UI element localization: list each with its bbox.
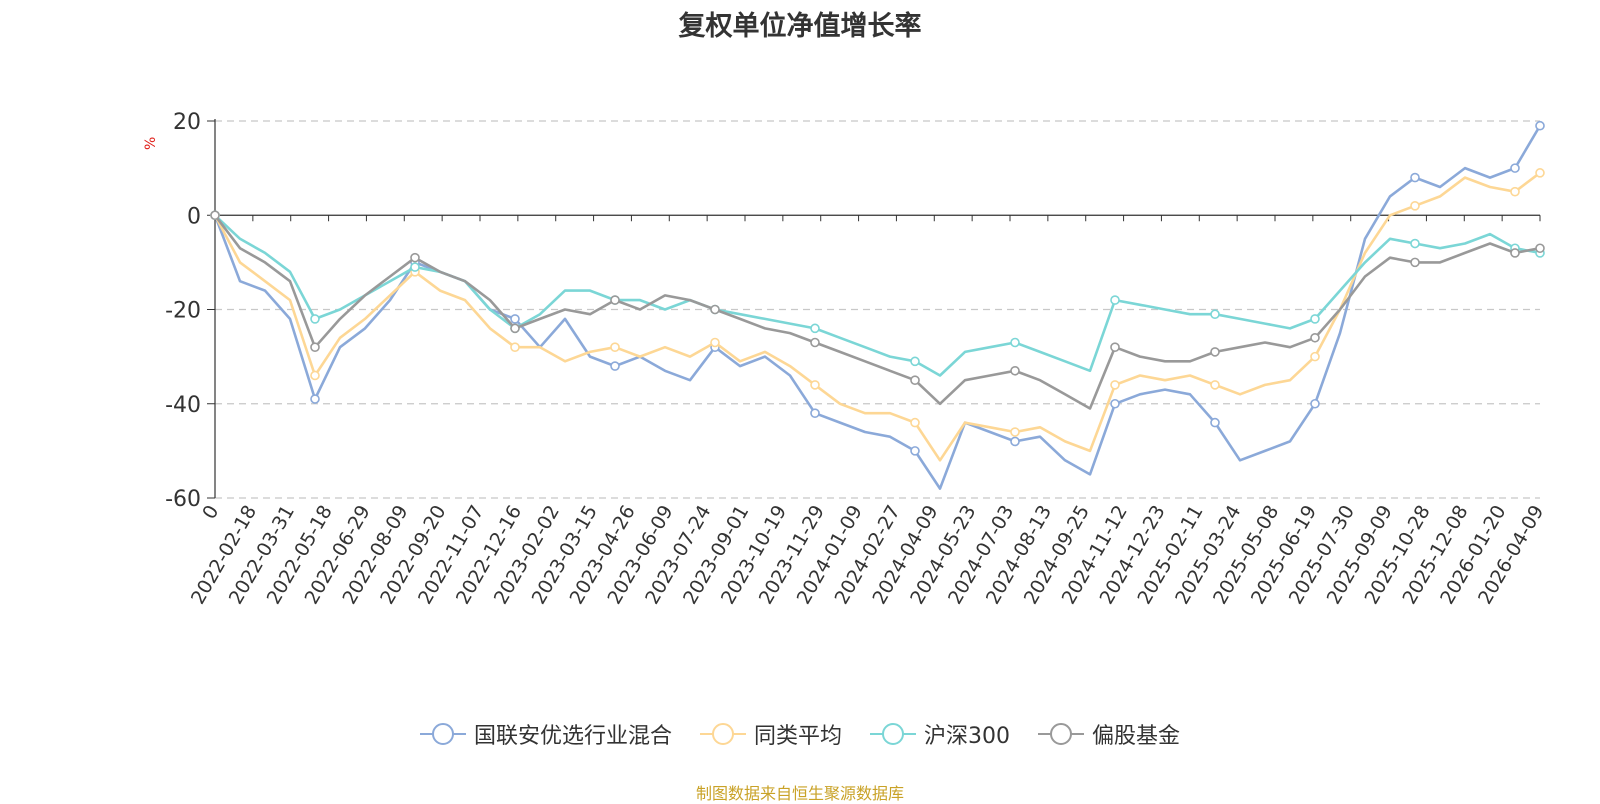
- y-tick-label: -60: [165, 487, 201, 512]
- data-source-note: 制图数据来自恒生聚源数据库: [695, 784, 904, 803]
- legend-item-fund[interactable]: 国联安优选行业混合: [419, 718, 672, 750]
- series-point-0: [910, 446, 920, 456]
- series-point-2: [1010, 337, 1020, 348]
- series-point-2: [1310, 314, 1320, 324]
- series-point-3: [410, 252, 420, 263]
- legend-item-equity-fund[interactable]: 偏股基金: [1038, 718, 1180, 750]
- series-line-1: [213, 171, 1541, 462]
- legend-label-csi300: 沪深300: [924, 724, 1010, 749]
- series-point-0: [1010, 436, 1020, 447]
- series-point-0: [310, 394, 320, 404]
- series-point-1: [1510, 186, 1520, 197]
- series-point-1: [510, 342, 520, 353]
- legend-swatch-fund: [419, 723, 466, 745]
- series-point-3: [1410, 257, 1420, 268]
- series-point-3: [1010, 365, 1020, 376]
- series-point-1: [1310, 351, 1320, 362]
- series-point-1: [1110, 380, 1120, 390]
- series-point-3: [610, 295, 620, 305]
- legend: 国联安优选行业混合 同类平均 沪深300 偏股基金: [0, 718, 1600, 750]
- series-point-2: [1110, 295, 1120, 305]
- series-point-3: [710, 304, 720, 315]
- series-point-1: [810, 380, 820, 390]
- series-point-1: [610, 342, 620, 353]
- series-line-2: [214, 214, 1541, 377]
- series-point-1: [710, 337, 720, 348]
- series-point-3: [510, 323, 520, 334]
- series-point-3: [310, 342, 320, 353]
- series-line-3: [213, 214, 1541, 410]
- legend-label-equity-fund: 偏股基金: [1092, 724, 1181, 749]
- series-point-1: [1535, 168, 1545, 178]
- legend-swatch-csi300: [870, 723, 916, 745]
- series-point-3: [910, 375, 920, 385]
- series-point-1: [1410, 201, 1420, 211]
- y-tick-label: 0: [187, 204, 201, 229]
- chart-title: 复权单位净值增长率: [678, 11, 922, 42]
- series-point-3: [810, 337, 820, 348]
- series-point-0: [1110, 398, 1120, 409]
- legend-label-fund: 国联安优选行业混合: [473, 724, 672, 749]
- series-point-3: [1110, 342, 1120, 353]
- series-point-3: [1510, 248, 1520, 258]
- series-point-0: [1535, 120, 1545, 131]
- legend-swatch-equity-fund: [1038, 723, 1084, 745]
- legend-swatch-peer-average: [699, 723, 746, 745]
- series-point-0: [510, 314, 520, 324]
- series-point-2: [810, 323, 820, 334]
- series-point-0: [810, 408, 820, 418]
- series-point-2: [1210, 309, 1220, 320]
- series-point-2: [310, 314, 320, 324]
- series-point-2: [1410, 238, 1420, 249]
- series-point-3: [1535, 243, 1545, 254]
- plot-area: 200-20-40-6002022-02-182022-03-312022-05…: [165, 110, 1548, 608]
- series-point-1: [310, 370, 320, 381]
- series-point-1: [1210, 380, 1220, 390]
- x-tick-label: 0: [198, 502, 223, 523]
- series-point-0: [1310, 398, 1320, 409]
- series-point-2: [910, 356, 920, 367]
- series-point-3: [1310, 332, 1320, 343]
- legend-item-csi300[interactable]: 沪深300: [870, 718, 1010, 750]
- legend-item-peer-average[interactable]: 同类平均: [699, 718, 842, 750]
- y-tick-label: 20: [173, 110, 201, 135]
- y-tick-label: -20: [165, 299, 201, 324]
- series-point-3: [210, 210, 220, 221]
- series-point-0: [1210, 417, 1220, 428]
- series-point-0: [610, 361, 620, 371]
- series-point-0: [1510, 163, 1520, 173]
- legend-label-peer-average: 同类平均: [753, 724, 842, 749]
- series-point-2: [410, 262, 420, 272]
- series-point-0: [1410, 172, 1420, 183]
- y-tick-label: -40: [165, 393, 201, 418]
- series-point-1: [1010, 427, 1020, 437]
- series-point-1: [910, 417, 920, 428]
- series-point-3: [1210, 347, 1220, 357]
